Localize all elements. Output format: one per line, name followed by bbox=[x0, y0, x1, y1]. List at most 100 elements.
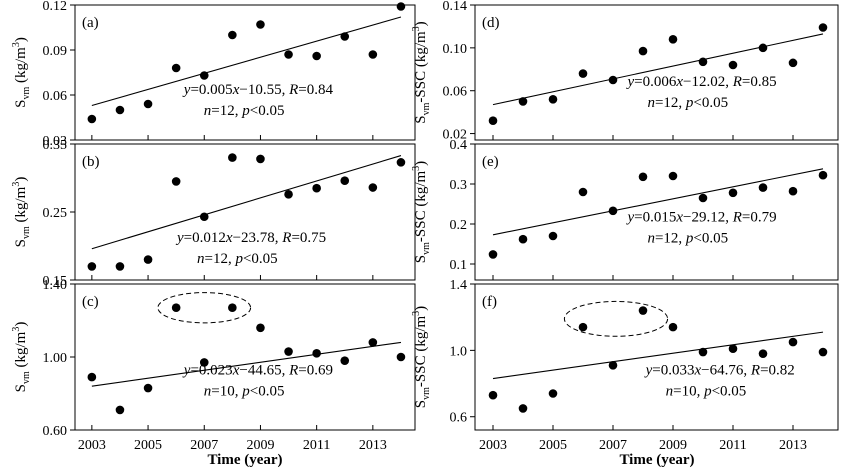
data-point bbox=[312, 51, 321, 61]
data-point bbox=[608, 206, 618, 216]
x-tick-label: 2011 bbox=[303, 438, 330, 453]
data-point bbox=[578, 322, 588, 332]
plot-frame bbox=[474, 143, 839, 281]
data-point bbox=[368, 338, 378, 347]
data-point bbox=[758, 183, 768, 192]
y-tick-label: 0.25 bbox=[43, 206, 68, 221]
data-point bbox=[171, 63, 181, 73]
plot-frame bbox=[74, 4, 416, 141]
trend-line bbox=[91, 16, 402, 107]
data-point bbox=[228, 30, 237, 40]
panel-c: 0.60 1.00 1.40 2003 2005 2007 2009 2011 2013 (c) y… bbox=[11, 278, 416, 453]
data-point bbox=[608, 75, 618, 85]
data-point bbox=[396, 158, 406, 167]
data-point bbox=[340, 176, 350, 186]
y-tick-label: 1.00 bbox=[43, 351, 68, 366]
data-point bbox=[143, 99, 153, 109]
data-point bbox=[548, 389, 558, 398]
y-tick-label: 1.0 bbox=[450, 344, 468, 359]
data-point bbox=[668, 171, 678, 181]
data-point bbox=[608, 360, 618, 370]
data-point bbox=[115, 105, 125, 115]
data-point bbox=[87, 372, 97, 382]
data-point bbox=[728, 188, 738, 198]
data-point bbox=[488, 250, 498, 259]
panel-f: 0.6 1.0 1.4 2003 2005 2007 2009 2011 2013 (f) y=0.… bbox=[411, 278, 839, 453]
y-tick-label: 0.14 bbox=[443, 0, 468, 14]
y-axis-label: Svm (kg/m3) bbox=[11, 37, 32, 108]
trend-line bbox=[492, 331, 824, 380]
data-point bbox=[698, 57, 708, 67]
y-tick-label: 0.10 bbox=[443, 42, 468, 57]
panel-a: 0.03 0.06 0.09 0.12 (a) y=0.005x−10.55, R=0.8… bbox=[11, 0, 416, 149]
data-point bbox=[256, 20, 265, 29]
x-tick-label: 2005 bbox=[134, 438, 162, 453]
y-tick-label: 0.06 bbox=[443, 85, 468, 100]
regression-stats: n=12, p<0.05 bbox=[647, 95, 728, 111]
regression-equation: y=0.023x−44.65, R=0.69 bbox=[182, 363, 333, 379]
x-tick-label: 2003 bbox=[78, 438, 106, 453]
y-axis-label: Svm (kg/m3) bbox=[11, 322, 32, 393]
data-point bbox=[788, 58, 798, 68]
regression-equation: y=0.033x−64.76, R=0.82 bbox=[644, 363, 795, 379]
y-tick-label: 1.40 bbox=[43, 278, 68, 293]
data-point bbox=[171, 177, 181, 186]
y-tick-label: 0.03 bbox=[43, 134, 68, 149]
highlight-ellipse bbox=[157, 292, 252, 324]
y-tick-label: 0.35 bbox=[43, 138, 68, 153]
x-tick-label: 2007 bbox=[599, 438, 627, 453]
x-tick-label: 2013 bbox=[359, 438, 387, 453]
y-tick-label: 0.6 bbox=[450, 411, 468, 426]
panel-label: (a) bbox=[82, 15, 99, 31]
data-point bbox=[638, 306, 648, 315]
data-point bbox=[312, 183, 321, 193]
y-tick-label: 0.3 bbox=[450, 178, 468, 193]
x-tick-label: 2003 bbox=[479, 438, 507, 453]
data-point bbox=[199, 71, 209, 80]
y-tick-label: 0.06 bbox=[43, 89, 68, 104]
regression-equation: y=0.012x−23.78, R=0.75 bbox=[175, 230, 326, 246]
x-axis-title: Time (year) bbox=[619, 452, 694, 468]
panel-b: 0.15 0.25 0.35 (b) y=0.012x−23.78, R=0.75 n=1… bbox=[11, 138, 416, 289]
y-tick-label: 0.12 bbox=[43, 0, 68, 14]
data-point bbox=[256, 323, 265, 333]
x-tick-label: 2013 bbox=[779, 438, 807, 453]
y-axis-label: Svm-SSC (kg/m3) bbox=[411, 306, 432, 408]
x-tick-label: 2009 bbox=[659, 438, 687, 453]
regression-stats: n=12, p<0.05 bbox=[204, 103, 285, 119]
regression-stats: n=10, p<0.05 bbox=[666, 384, 747, 400]
data-point bbox=[87, 114, 97, 124]
plot-frame bbox=[474, 4, 839, 141]
y-tick-label: 0.09 bbox=[43, 44, 68, 59]
data-point bbox=[488, 116, 498, 126]
data-point bbox=[228, 153, 237, 162]
data-point bbox=[578, 187, 588, 197]
x-tick-label: 2009 bbox=[246, 438, 274, 453]
panel-e: 0.1 0.2 0.3 0.4 (e) y=0.015x−29.12, R=0.79 n=1… bbox=[411, 138, 839, 281]
panel-label: (b) bbox=[82, 154, 100, 170]
trend-line bbox=[492, 33, 824, 106]
plot-frame bbox=[474, 283, 839, 431]
data-point bbox=[818, 23, 828, 32]
data-point bbox=[143, 255, 153, 264]
y-tick-label: 0.02 bbox=[443, 128, 468, 143]
data-point bbox=[488, 390, 498, 400]
panel-label: (f) bbox=[482, 294, 497, 310]
data-point bbox=[143, 383, 153, 393]
y-tick-label: 0.1 bbox=[450, 258, 468, 273]
data-point bbox=[199, 358, 209, 367]
data-point bbox=[284, 50, 293, 59]
data-point bbox=[818, 347, 828, 357]
data-point bbox=[698, 193, 708, 203]
data-point bbox=[284, 190, 293, 199]
regression-equation: y=0.015x−29.12, R=0.79 bbox=[625, 210, 776, 226]
data-point bbox=[668, 34, 678, 44]
regression-equation: y=0.006x−12.02, R=0.85 bbox=[625, 74, 776, 90]
data-point bbox=[758, 349, 768, 358]
regression-stats: n=12, p<0.05 bbox=[197, 251, 278, 267]
data-point bbox=[396, 2, 406, 11]
trend-line bbox=[91, 341, 402, 387]
x-axis-title: Time (year) bbox=[207, 452, 282, 468]
data-point bbox=[518, 234, 528, 244]
